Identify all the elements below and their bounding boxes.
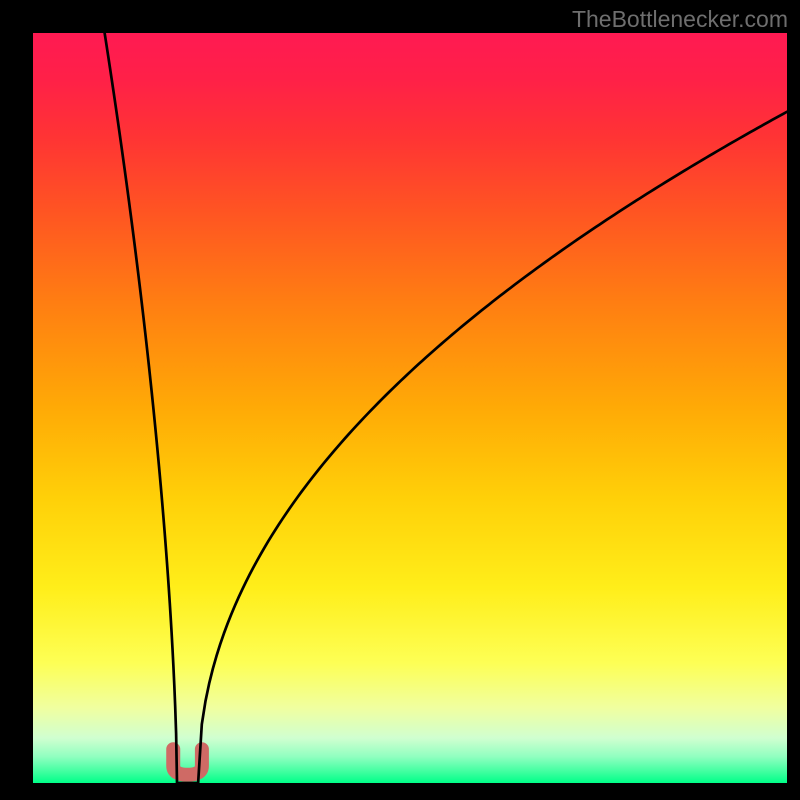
- plot-area: [33, 33, 787, 783]
- curve-layer: [33, 33, 787, 783]
- chart-container: TheBottlenecker.com: [0, 0, 800, 800]
- watermark-text: TheBottlenecker.com: [572, 6, 788, 33]
- bottleneck-curve: [105, 33, 787, 783]
